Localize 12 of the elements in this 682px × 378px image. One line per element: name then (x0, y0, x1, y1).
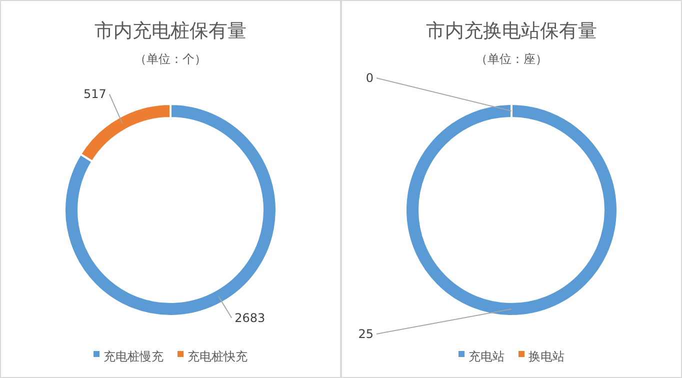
legend-label: 换电站 (528, 349, 564, 364)
data-label: 517 (83, 87, 106, 102)
legend-label: 充电桩快充 (188, 349, 248, 364)
data-label: 25 (358, 327, 374, 341)
legend-label: 充电桩慢充 (104, 349, 164, 364)
chart-subtitle: （单位：座） (476, 52, 548, 66)
legend-label: 充电站 (468, 349, 504, 364)
chart-subtitle: （单位：个） (134, 52, 206, 66)
chart-title: 市内充电桩保有量 (94, 20, 246, 42)
data-label: 2683 (234, 310, 266, 325)
text: 0 (366, 71, 374, 85)
chart-title: 市内充换电站保有量 (426, 20, 597, 42)
